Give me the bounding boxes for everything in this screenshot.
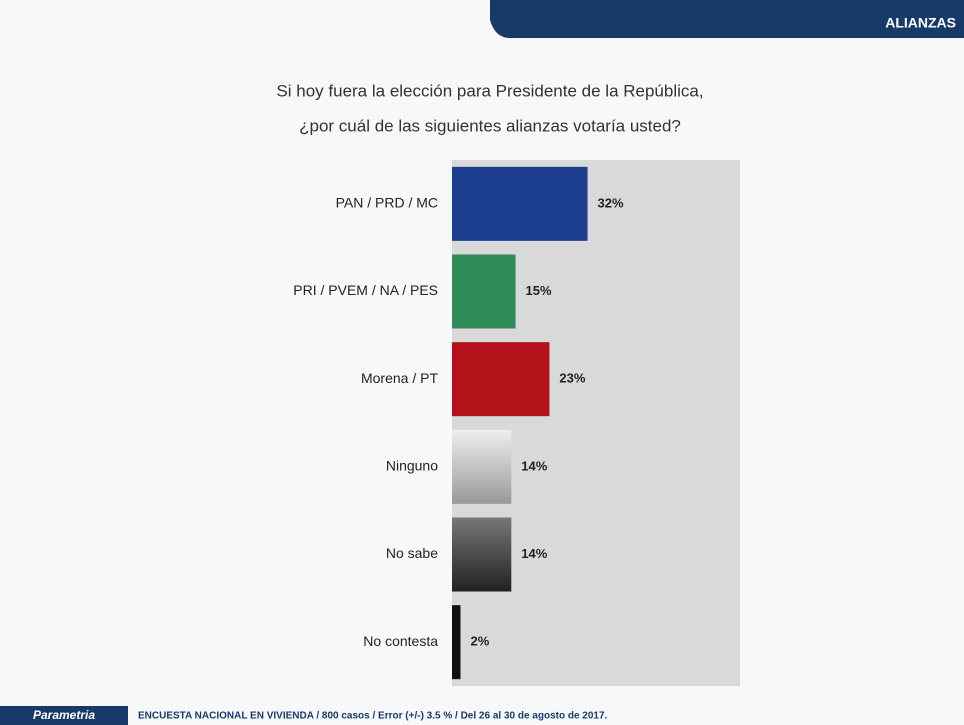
category-label: PAN / PRD / MC: [336, 195, 438, 211]
section-title: ALIANZAS: [885, 15, 956, 31]
bar: [452, 429, 512, 504]
category-label: No sabe: [386, 545, 438, 561]
bar: [452, 605, 461, 680]
logo-box: [0, 706, 128, 725]
bar: [452, 254, 516, 329]
value-label: 32%: [598, 195, 624, 210]
category-label: Morena / PT: [361, 370, 438, 386]
category-label: No contesta: [363, 633, 438, 649]
logo: Parametria: [33, 708, 95, 722]
bar: [452, 517, 512, 592]
category-label: PRI / PVEM / NA / PES: [293, 282, 438, 298]
chart-title: Si hoy fuera la elección para Presidente…: [276, 81, 703, 100]
header-bar: [490, 0, 964, 38]
value-label: 2%: [470, 634, 489, 649]
chart-title: ¿por cuál de las siguientes alianzas vot…: [299, 116, 681, 135]
value-label: 23%: [559, 371, 585, 386]
category-label: Ninguno: [386, 458, 438, 474]
bar: [452, 166, 588, 241]
plot-area: [452, 160, 740, 686]
value-label: 14%: [521, 458, 547, 473]
bar: [452, 342, 550, 417]
value-label: 14%: [521, 546, 547, 561]
value-label: 15%: [526, 283, 552, 298]
footnote: ENCUESTA NACIONAL EN VIVIENDA / 800 caso…: [138, 711, 608, 722]
